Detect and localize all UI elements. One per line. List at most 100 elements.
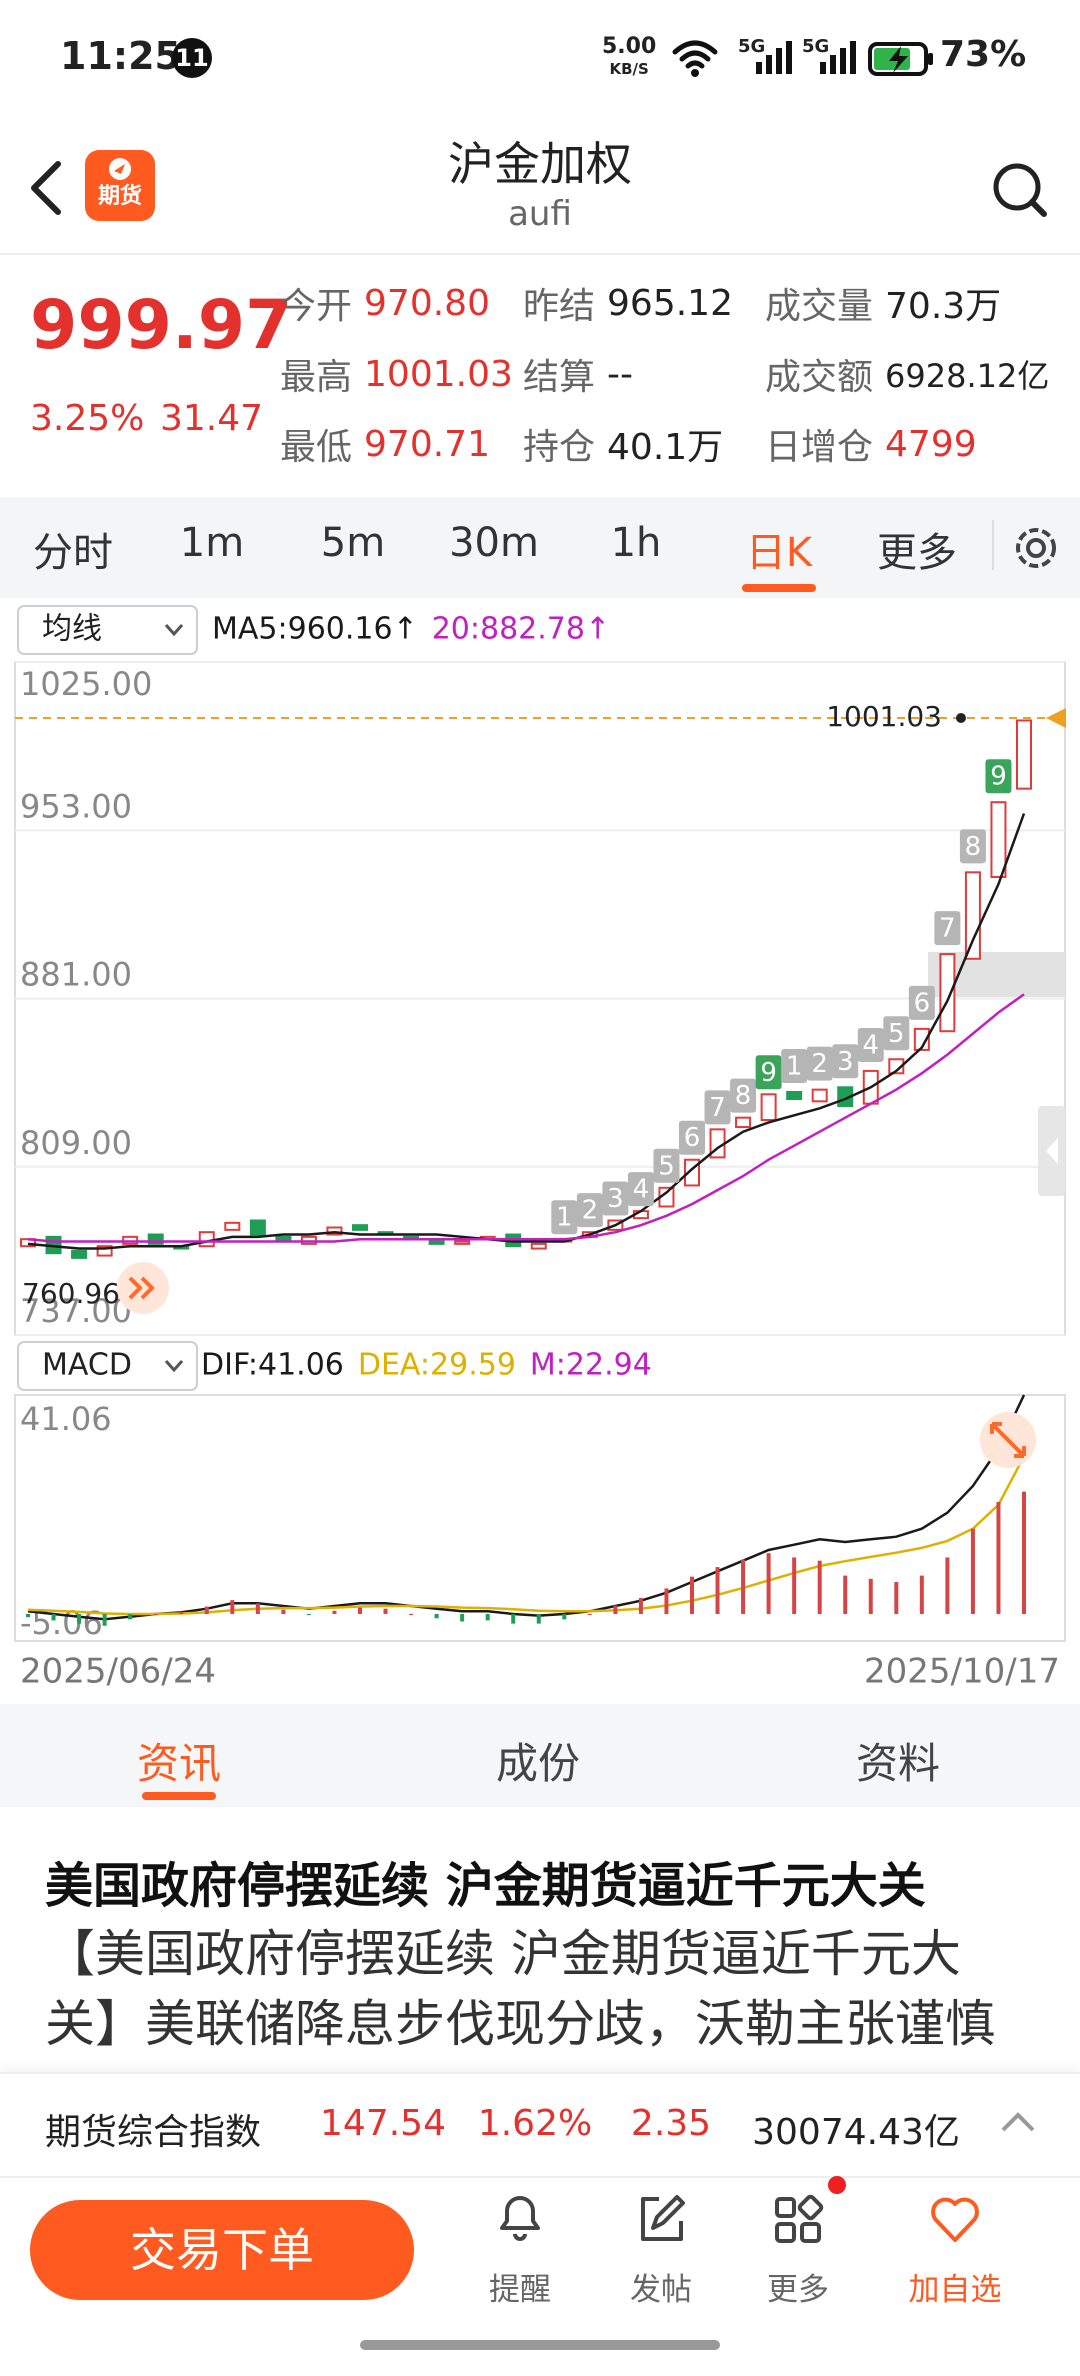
quote-field: 今开 970.80 xyxy=(280,279,490,328)
app-icon-label: 期货 xyxy=(97,184,142,209)
period-tab[interactable]: 更多 xyxy=(877,530,957,576)
ma-line xyxy=(27,813,1026,1250)
candle-body xyxy=(913,1027,930,1051)
trade-button[interactable]: 交易下单 xyxy=(30,2200,414,2300)
news-tab[interactable]: 资讯 xyxy=(136,1739,222,1788)
field-label: 最高 xyxy=(280,357,353,398)
field-value: 1001.03 xyxy=(364,353,513,395)
settings-button[interactable] xyxy=(1010,522,1062,574)
news-tab-bar xyxy=(0,1704,1080,1807)
macd-bar xyxy=(434,1614,439,1619)
expand-button[interactable] xyxy=(1000,2110,1036,2134)
macd-bar xyxy=(638,1598,643,1615)
quote-field: 持仓 40.1万 xyxy=(523,420,723,468)
sequence-badge xyxy=(985,759,1012,794)
news-tab[interactable]: 成份 xyxy=(495,1739,581,1788)
nav-item[interactable]: 更多 xyxy=(728,2190,868,2309)
news-title: 美国政府停摆延续 沪金期货逼近千元大关 xyxy=(45,1858,926,1914)
news-tab[interactable]: 资料 xyxy=(855,1739,941,1788)
gear-hub xyxy=(1026,538,1046,558)
field-label: 结算 xyxy=(523,357,596,398)
sequence-label: 3 xyxy=(607,1184,624,1214)
macd-bar xyxy=(613,1605,618,1615)
field-value: -- xyxy=(607,353,633,395)
signal-bar xyxy=(850,41,856,74)
y-tick-label: 1025.00 xyxy=(20,665,152,703)
macd-bar xyxy=(511,1614,516,1624)
sequence-badge xyxy=(730,1078,757,1113)
nav-item[interactable]: 加自选 xyxy=(885,2190,1025,2309)
legend-entry: 20:882.78↑ xyxy=(432,612,610,647)
candle-body xyxy=(224,1221,241,1231)
macd-bar xyxy=(741,1559,746,1615)
candle-body xyxy=(964,871,981,960)
nav-icon xyxy=(931,2197,979,2242)
nav-item[interactable]: 提醒 xyxy=(450,2190,590,2309)
period-tab[interactable]: 30m xyxy=(449,520,539,566)
signal-bar xyxy=(840,48,846,74)
field-label: 持仓 xyxy=(523,427,596,468)
macd-bar xyxy=(332,1610,337,1615)
index-name: 期货综合指数 xyxy=(45,2112,262,2153)
signal-bar xyxy=(766,55,772,74)
field-value: 4799 xyxy=(885,423,977,465)
nav-label: 加自选 xyxy=(908,2272,1002,2308)
x-tick-label: 2025/06/24 xyxy=(20,1652,216,1692)
nav-icon xyxy=(641,2195,685,2241)
high-dot xyxy=(956,713,966,724)
period-tab[interactable]: 5m xyxy=(320,520,386,566)
tab-underline xyxy=(142,1792,216,1800)
icon-part xyxy=(931,2197,979,2242)
sequence-label: 5 xyxy=(888,1019,905,1049)
period-tab[interactable]: 1m xyxy=(179,520,245,566)
sequence-label: 9 xyxy=(990,762,1007,792)
sequence-badge xyxy=(832,1044,859,1079)
candle-body xyxy=(530,1242,547,1250)
nav-item[interactable]: 发帖 xyxy=(591,2190,731,2309)
search-button[interactable] xyxy=(990,160,1050,220)
sequence-label: 2 xyxy=(582,1196,599,1226)
macd-bar xyxy=(460,1614,465,1622)
sequence-badge xyxy=(679,1120,705,1155)
candle-body xyxy=(249,1219,266,1236)
high-label: 1001.03 xyxy=(826,700,942,733)
sequence-badge xyxy=(627,1172,654,1207)
legend-entry: DIF:41.06 xyxy=(201,1348,344,1383)
quote-field: 成交量 70.3万 xyxy=(765,279,1001,327)
period-tab[interactable]: 1h xyxy=(610,520,662,566)
index-value: 30074.43亿 xyxy=(752,2112,960,2153)
macd-bar xyxy=(179,1611,184,1615)
notification-dot xyxy=(828,2176,846,2194)
macd-bar xyxy=(102,1614,107,1626)
notification-badge: 11 xyxy=(172,38,212,78)
candle-body xyxy=(147,1233,164,1245)
indicator-dropdown[interactable]: 均线 xyxy=(17,605,198,655)
indicator-dropdown[interactable]: MACD xyxy=(17,1341,198,1391)
back-button[interactable] xyxy=(26,160,66,216)
signal-bar xyxy=(756,62,762,74)
y-tick-label: 809.00 xyxy=(20,1124,132,1162)
search-lens xyxy=(993,163,1041,211)
macd-bar xyxy=(26,1614,30,1618)
ma-line xyxy=(27,993,1025,1243)
period-tab[interactable]: 日K xyxy=(745,530,813,576)
high-marker xyxy=(1046,708,1066,729)
macd-bar xyxy=(587,1614,592,1616)
macd-bar xyxy=(128,1614,133,1620)
candle-body xyxy=(939,953,956,1033)
net-speed-unit: KB/S xyxy=(609,60,649,78)
app-icon-plane xyxy=(114,164,125,174)
side-tab-arrow xyxy=(1046,1138,1058,1164)
expand-circle[interactable] xyxy=(117,1262,169,1314)
macd-bar xyxy=(766,1553,771,1615)
field-value: 40.1万 xyxy=(607,427,724,468)
sequence-badge xyxy=(781,1048,808,1083)
macd-bar xyxy=(204,1606,209,1615)
period-tab[interactable]: 分时 xyxy=(33,530,113,576)
nav-label: 发帖 xyxy=(630,2272,692,2308)
y-tick-label: 881.00 xyxy=(20,956,132,994)
quote-field: 最高 1001.03 xyxy=(280,350,513,399)
sequence-label: 7 xyxy=(709,1093,726,1123)
sequence-label: 4 xyxy=(862,1030,879,1060)
candle-body xyxy=(888,1058,905,1075)
